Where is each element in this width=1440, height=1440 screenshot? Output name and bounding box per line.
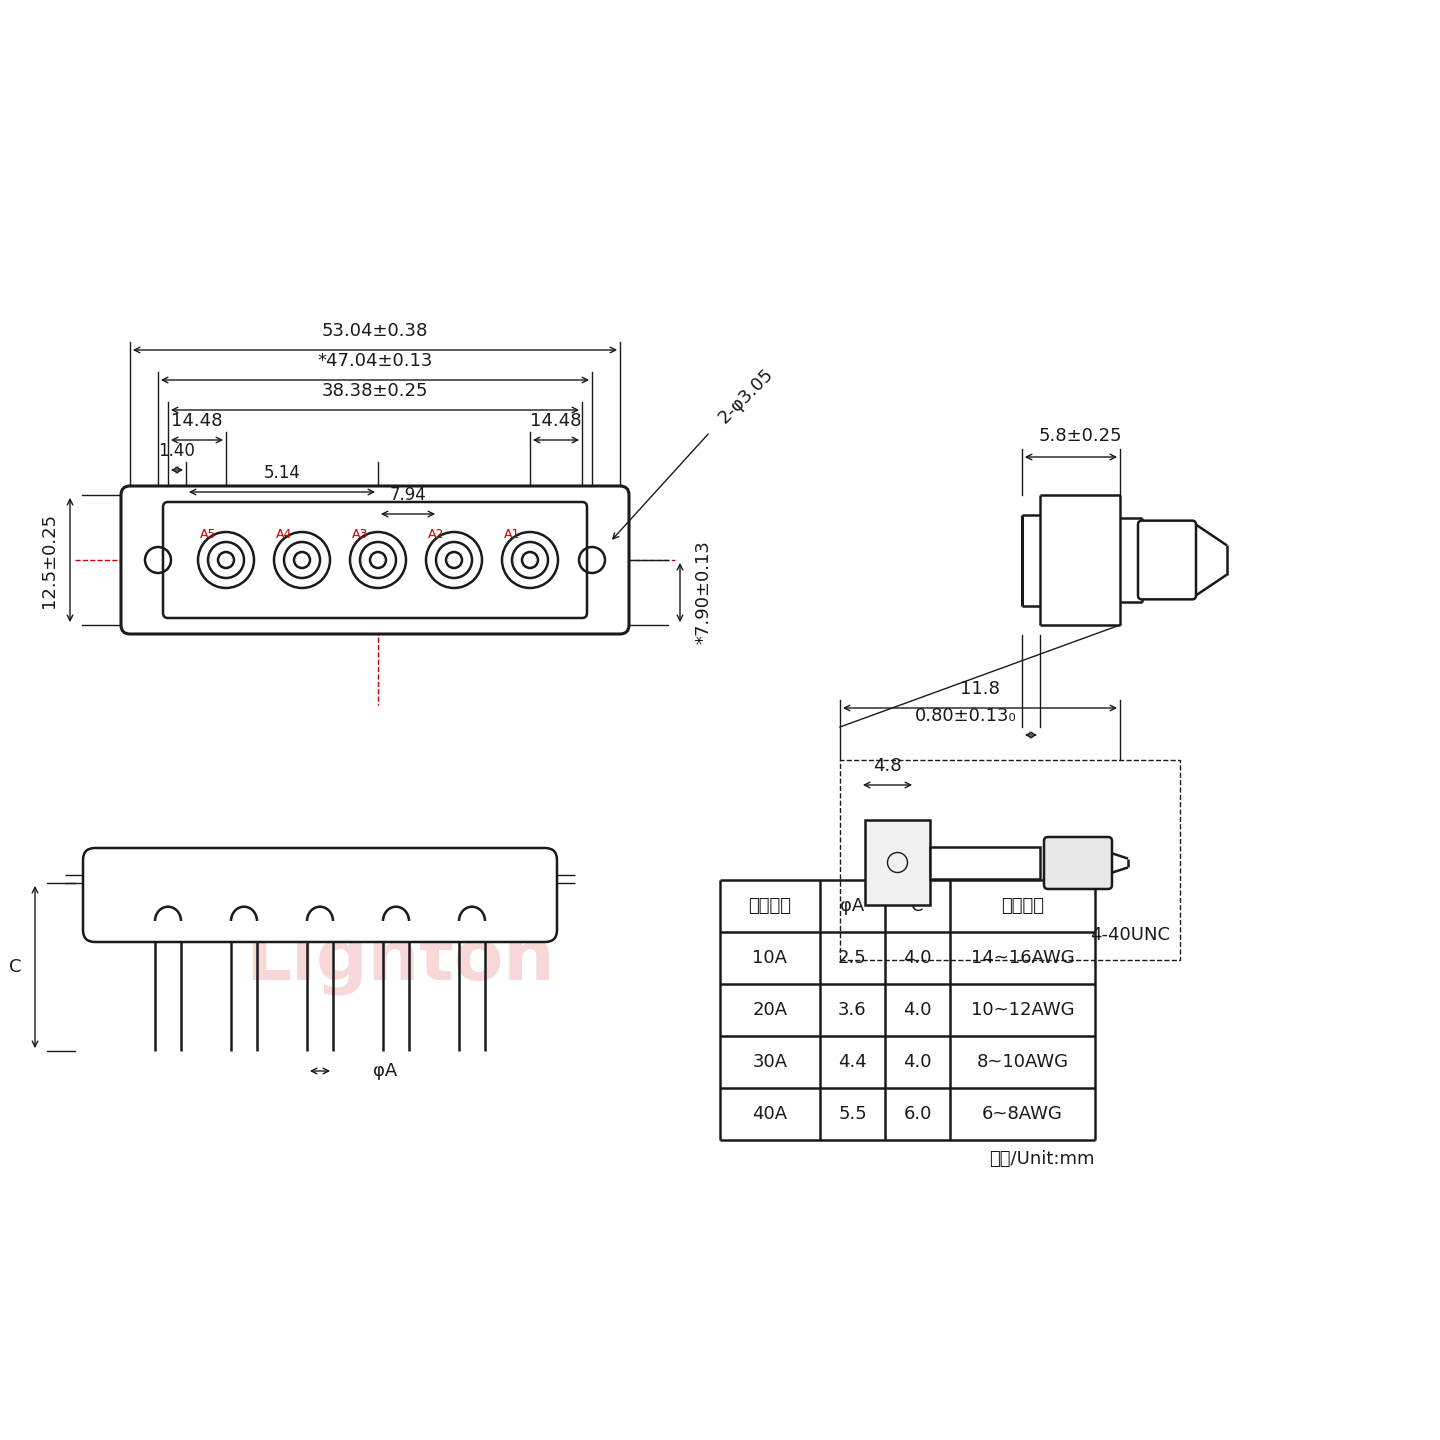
Text: 12.5±0.25: 12.5±0.25 <box>40 513 58 608</box>
Text: 5.8±0.25: 5.8±0.25 <box>1038 428 1122 445</box>
Text: 53.04±0.38: 53.04±0.38 <box>321 323 428 340</box>
Text: Lighton: Lighton <box>212 513 539 588</box>
Text: A5: A5 <box>200 528 216 541</box>
Text: 5.5: 5.5 <box>838 1104 867 1123</box>
FancyBboxPatch shape <box>84 848 557 942</box>
FancyBboxPatch shape <box>1044 837 1112 888</box>
Text: 线材规格: 线材规格 <box>1001 897 1044 914</box>
Text: 0.80±0.13₀: 0.80±0.13₀ <box>916 707 1017 724</box>
Text: A2: A2 <box>428 528 445 541</box>
Text: 4.0: 4.0 <box>903 1001 932 1020</box>
Text: 30A: 30A <box>753 1053 788 1071</box>
Text: 10~12AWG: 10~12AWG <box>971 1001 1074 1020</box>
Bar <box>840 760 1179 960</box>
Text: 20A: 20A <box>753 1001 788 1020</box>
Text: 单位/Unit:mm: 单位/Unit:mm <box>989 1151 1094 1168</box>
Text: 4.8: 4.8 <box>873 757 901 775</box>
Text: 4.4: 4.4 <box>838 1053 867 1071</box>
Text: 4.0: 4.0 <box>903 949 932 968</box>
Text: 11.8: 11.8 <box>960 680 999 698</box>
Text: 4.0: 4.0 <box>903 1053 932 1071</box>
Text: 7.94: 7.94 <box>390 487 426 504</box>
Text: 40A: 40A <box>753 1104 788 1123</box>
Text: 4-40UNC: 4-40UNC <box>1090 926 1169 945</box>
Text: *47.04±0.13: *47.04±0.13 <box>317 351 432 370</box>
Text: 14~16AWG: 14~16AWG <box>971 949 1074 968</box>
Text: A4: A4 <box>276 528 292 541</box>
FancyBboxPatch shape <box>121 487 629 634</box>
FancyBboxPatch shape <box>1138 521 1197 599</box>
Text: 3.6: 3.6 <box>838 1001 867 1020</box>
Text: C: C <box>912 897 923 914</box>
Text: *7.90±0.13: *7.90±0.13 <box>694 540 711 645</box>
Text: φA: φA <box>841 897 864 914</box>
FancyBboxPatch shape <box>163 503 588 618</box>
Text: 38.38±0.25: 38.38±0.25 <box>321 382 428 400</box>
Text: A1: A1 <box>504 528 520 541</box>
Text: φA: φA <box>373 1063 397 1080</box>
Text: 6~8AWG: 6~8AWG <box>982 1104 1063 1123</box>
Text: 14.48: 14.48 <box>530 412 582 431</box>
Text: C: C <box>9 958 22 976</box>
Text: 1.40: 1.40 <box>158 442 196 459</box>
Text: 2-φ3.05: 2-φ3.05 <box>716 364 778 428</box>
Text: 14.48: 14.48 <box>171 412 223 431</box>
Text: 5.14: 5.14 <box>264 464 301 482</box>
Text: A3: A3 <box>351 528 369 541</box>
Bar <box>865 819 930 904</box>
Text: 8~10AWG: 8~10AWG <box>976 1053 1068 1071</box>
Bar <box>930 847 1040 878</box>
Text: 2.5: 2.5 <box>838 949 867 968</box>
Text: 10A: 10A <box>753 949 788 968</box>
Text: Lighton: Lighton <box>245 926 554 995</box>
Text: 额定电流: 额定电流 <box>749 897 792 914</box>
Text: 6.0: 6.0 <box>903 1104 932 1123</box>
